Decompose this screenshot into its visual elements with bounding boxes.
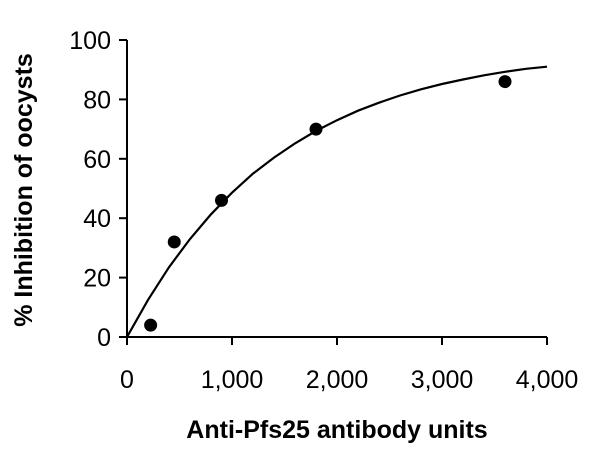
data-point <box>215 193 228 207</box>
x-tick-label: 4,000 <box>516 366 579 394</box>
y-axis-title: % Inhibition of oocysts <box>10 53 38 327</box>
y-tick-label: 60 <box>83 146 111 174</box>
x-tick-label: 2,000 <box>306 366 369 394</box>
data-point <box>498 75 512 89</box>
y-tick-label: 40 <box>83 205 111 233</box>
fit-curve-line <box>126 65 548 338</box>
x-tick-label: 0 <box>120 366 134 394</box>
y-tick-label: 80 <box>83 86 111 114</box>
data-point <box>144 318 158 332</box>
y-tick-label: 100 <box>69 27 111 55</box>
y-tick-label: 0 <box>97 324 111 352</box>
data-point <box>167 235 181 249</box>
x-tick-label: 3,000 <box>411 366 474 394</box>
data-point <box>309 122 323 136</box>
plot-area: 0 20 40 60 80 100 0 1,000 2,000 3,000 4,000 <box>69 27 578 394</box>
x-tick-label: 1,000 <box>201 366 264 394</box>
y-tick-label: 20 <box>83 265 111 293</box>
x-axis-title: Anti-Pfs25 antibody units <box>186 416 487 444</box>
